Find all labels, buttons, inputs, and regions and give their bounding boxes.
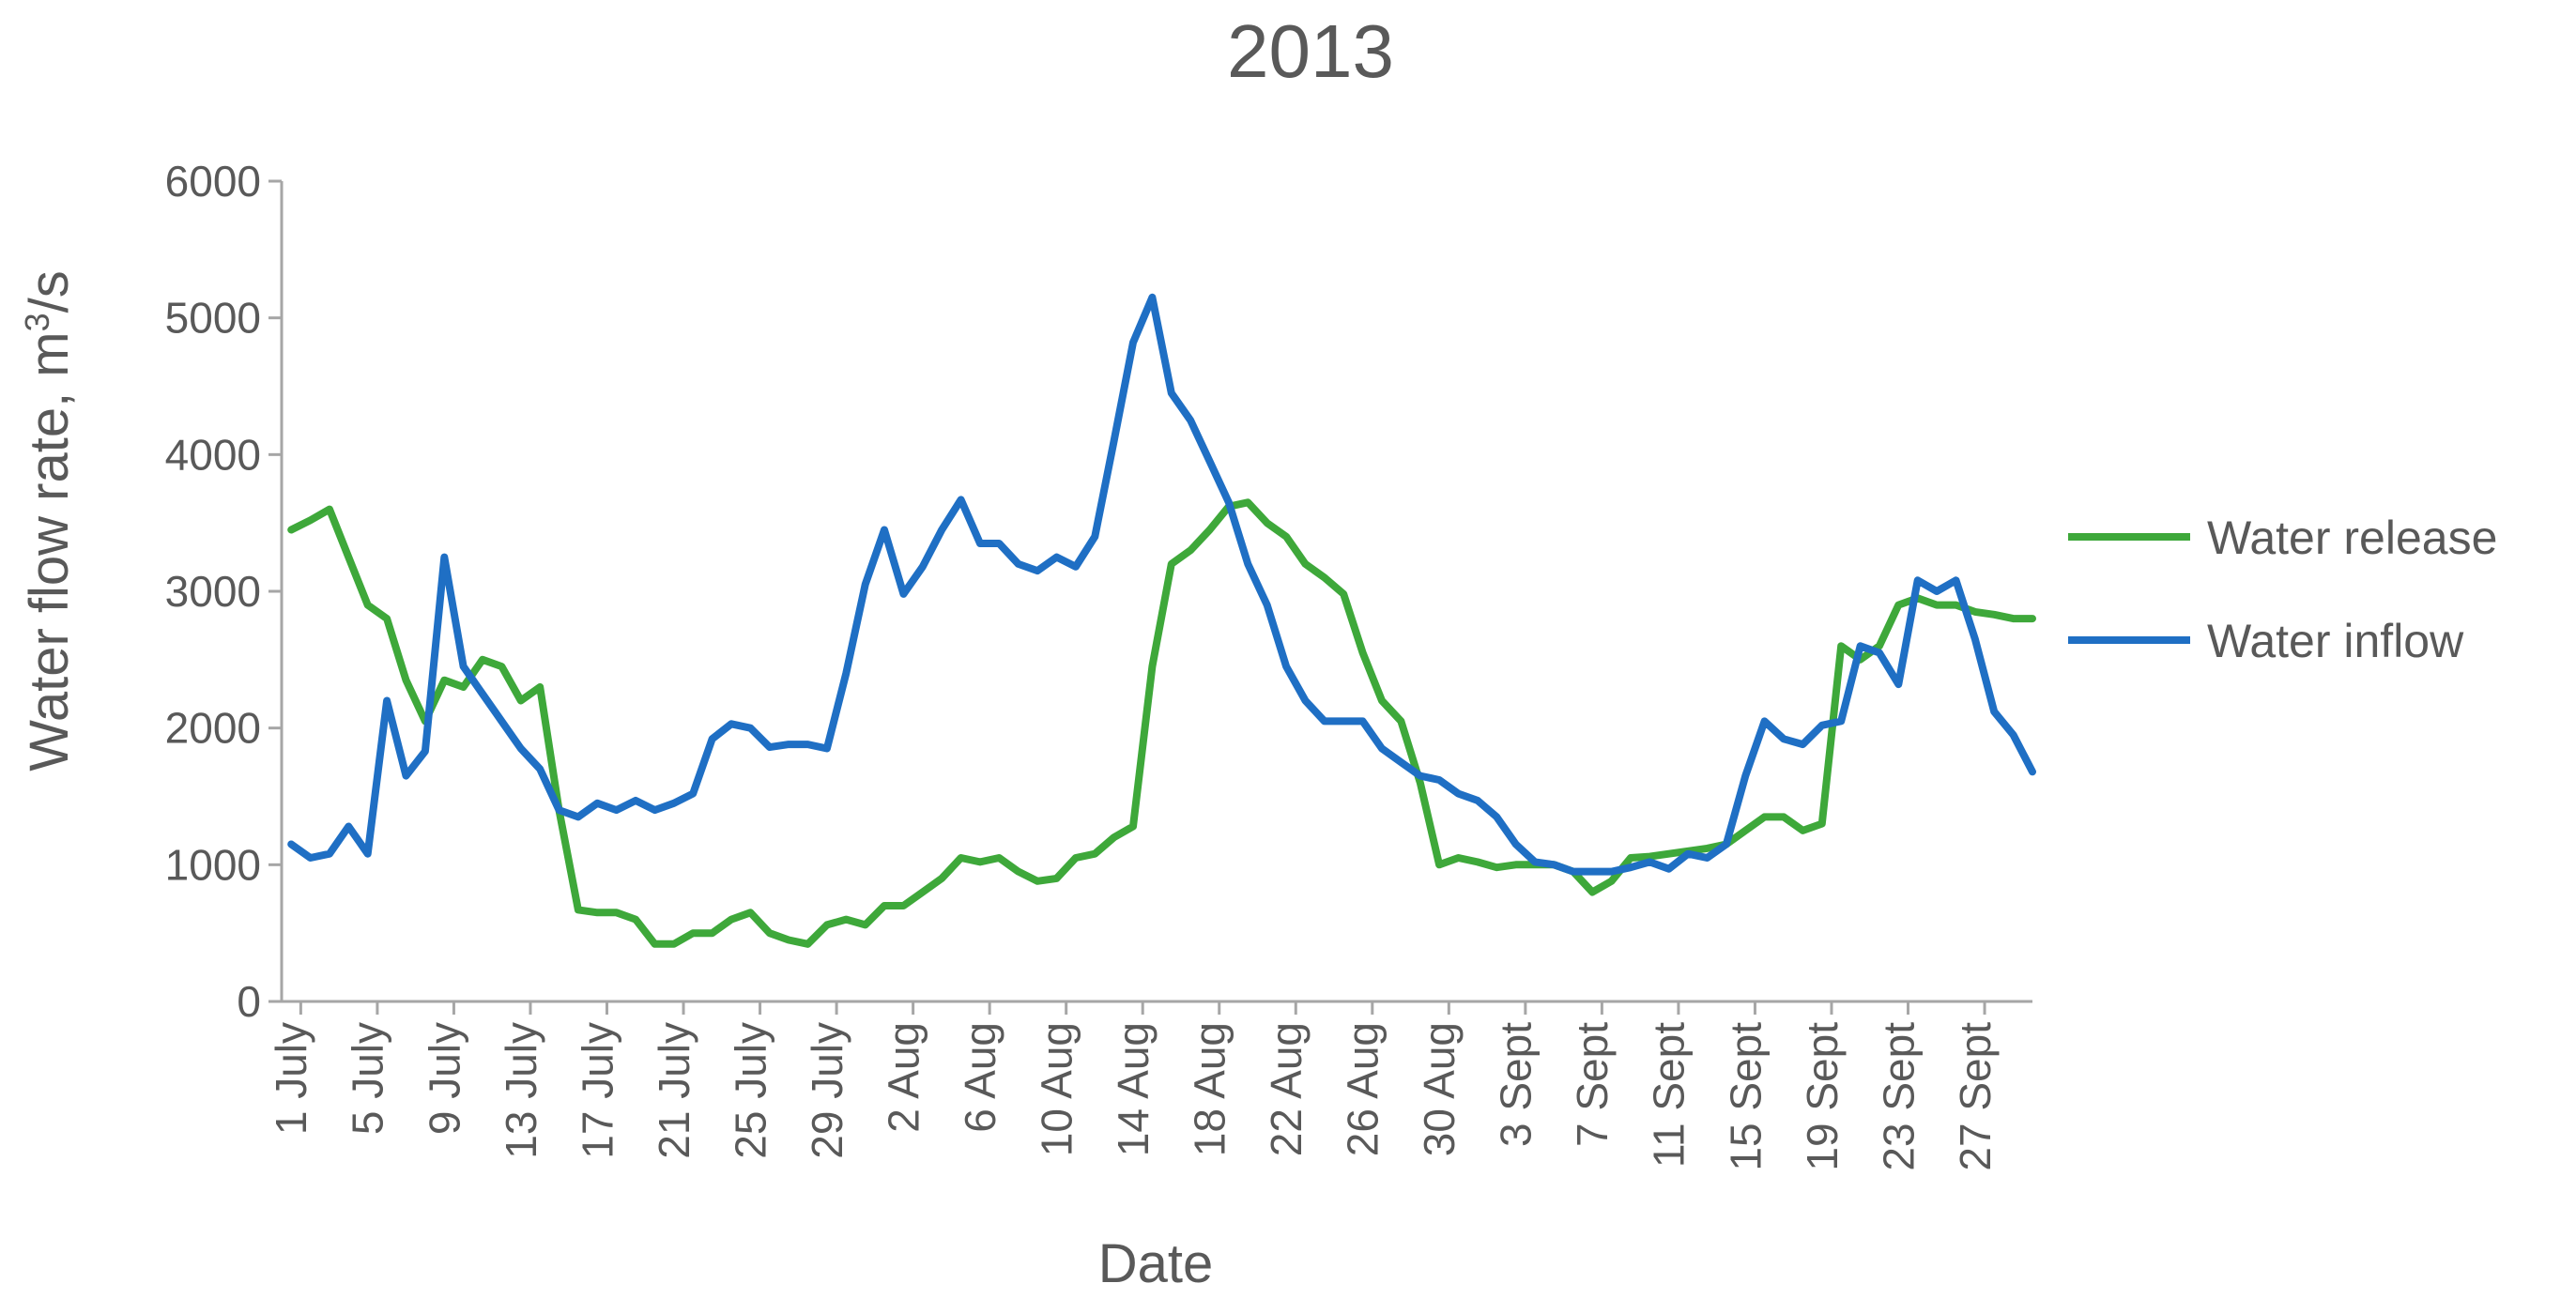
x-tick-label: 14 Aug [1109,1022,1158,1156]
y-axis-title-unit: /s [19,270,80,313]
y-tick-label: 0 [237,977,261,1026]
y-axis-ticks: 0 1000 2000 3000 4000 5000 6000 [165,157,282,1026]
x-tick-label: 3 Sept [1492,1022,1541,1147]
x-tick-label: 1 July [267,1022,315,1135]
y-axis-title-superscript: 3 [18,313,56,331]
x-tick-label: 6 Aug [956,1022,1004,1133]
x-tick-label: 13 July [497,1022,545,1159]
x-tick-label: 27 Sept [1951,1022,2000,1171]
x-tick-label: 23 Sept [1874,1022,1923,1171]
x-tick-label: 21 July [650,1022,698,1159]
x-tick-label: 19 Sept [1798,1022,1847,1171]
x-tick-label: 22 Aug [1262,1022,1311,1156]
y-tick-label: 2000 [165,704,261,753]
x-tick-label: 9 July [420,1022,468,1135]
x-tick-label: 18 Aug [1186,1022,1234,1156]
legend: Water release Water inflow [2068,512,2497,667]
x-tick-label: 29 July [803,1022,851,1159]
x-tick-label: 25 July [726,1022,774,1159]
x-tick-label: 30 Aug [1415,1022,1464,1156]
x-tick-label: 11 Sept [1645,1022,1694,1168]
x-tick-label: 26 Aug [1339,1022,1388,1156]
x-tick-label: 10 Aug [1032,1022,1081,1156]
y-tick-label: 4000 [165,430,261,479]
y-tick-label: 3000 [165,567,261,616]
x-tick-label: 2 Aug [879,1022,928,1133]
chart-title: 2013 [1227,9,1394,93]
x-tick-label: 15 Sept [1721,1022,1770,1171]
y-tick-label: 6000 [165,157,261,206]
legend-label-water-release: Water release [2207,512,2497,564]
series-lines [287,293,2036,948]
y-axis-title-main: Water flow rate, m [19,331,80,771]
legend-label-water-inflow: Water inflow [2207,615,2464,667]
y-tick-label: 5000 [165,294,261,343]
y-tick-label: 1000 [165,840,261,889]
x-axis-title: Date [1098,1233,1214,1294]
y-axis-title: Water flow rate, m3/s [18,270,81,772]
x-tick-label: 17 July [573,1022,621,1159]
series-line-water-release [287,498,2036,948]
x-axis-ticks: 1 July 5 July 9 July 13 July 17 July 21 July 2… [267,1001,2000,1171]
x-tick-label: 5 July [344,1022,392,1135]
x-tick-label: 7 Sept [1568,1022,1617,1147]
series-line-water-inflow [287,293,2036,876]
